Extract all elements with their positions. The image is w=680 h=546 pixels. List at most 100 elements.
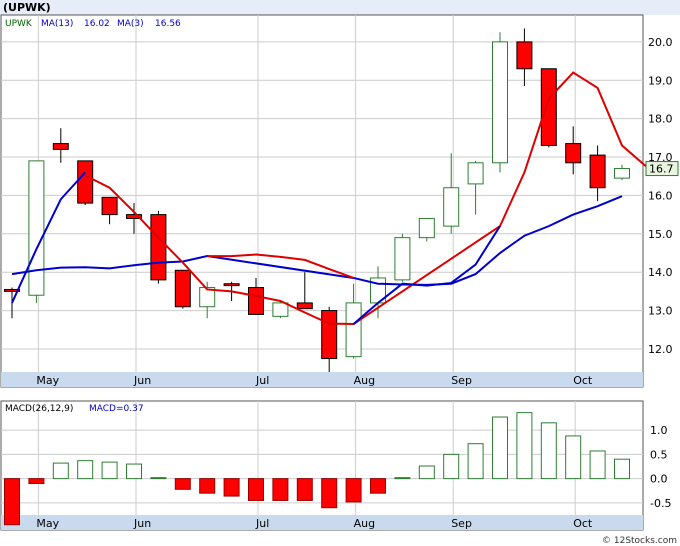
candle-body-down — [126, 214, 142, 219]
candles — [4, 28, 630, 372]
copyright-notice: © 12Stocks.com — [602, 536, 677, 546]
macd-bar-negative — [272, 478, 289, 501]
legend-ma3-value: 16.56 — [155, 19, 181, 29]
candle-body-up — [272, 302, 289, 317]
candle — [345, 283, 362, 359]
macd-bar-negative — [174, 478, 191, 490]
candle-body-down — [150, 214, 167, 281]
macd-bar-positive — [614, 458, 630, 480]
candle — [174, 269, 191, 309]
price-y-tick-label: 13.0 — [648, 305, 673, 318]
candle-body-down — [296, 302, 313, 310]
candle — [443, 153, 460, 234]
candle-body-down — [174, 269, 191, 308]
macd-y-axis: 1.0 0.5 0.0 -0.5 — [650, 424, 671, 510]
macd-bar-positive — [126, 463, 142, 480]
macd-bar-negative — [248, 478, 264, 501]
candle — [565, 126, 582, 175]
candle — [614, 164, 630, 181]
candle-body-down — [248, 287, 264, 315]
macd-bar-negative — [4, 478, 20, 526]
macd-bar-negative — [296, 478, 313, 501]
ma3-line — [84, 71, 672, 326]
candle-body-down — [589, 154, 606, 189]
candle — [467, 160, 484, 215]
macd-x-tick-label: Jun — [133, 517, 151, 530]
ma3-line-rising — [352, 225, 501, 325]
price-y-tick-label: 19.0 — [648, 74, 673, 87]
candle-body-down — [77, 160, 94, 204]
candle — [28, 160, 45, 303]
candle — [492, 32, 508, 173]
price-y-tick-label: 14.0 — [648, 266, 673, 279]
price-xaxis-band — [1, 372, 643, 387]
macd-bar-negative — [28, 478, 45, 484]
candle — [126, 203, 142, 234]
candle — [199, 281, 216, 319]
candle-body-up — [418, 217, 435, 239]
candle-body-up — [467, 162, 484, 185]
macd-bar-positive — [565, 435, 582, 480]
macd-bar-positive — [443, 453, 460, 480]
macd-bar-negative — [223, 478, 240, 497]
macd-bars — [4, 412, 630, 526]
candle-body-down — [101, 196, 118, 216]
candle — [394, 233, 411, 282]
candle — [540, 68, 557, 148]
candle-body-up — [345, 302, 362, 358]
price-y-tick-label: 15.0 — [648, 228, 673, 241]
macd-y-tick-label: 0.0 — [650, 473, 668, 486]
macd-x-tick-label: May — [36, 517, 59, 530]
chart-title: (UPWK) — [3, 1, 51, 14]
macd-x-axis: May Jun Jul Aug Sep Oct — [36, 517, 593, 530]
price-y-tick-label: 18.0 — [648, 113, 673, 126]
price-y-tick-label: 20.0 — [648, 36, 673, 49]
candle-body-up — [394, 237, 411, 281]
macd-y-tick-label: 1.0 — [650, 424, 668, 437]
candle — [52, 128, 69, 163]
price-x-axis: May Jun Jul Aug Sep Oct — [36, 374, 593, 387]
macd-x-tick-label: Oct — [573, 517, 593, 530]
last-price-marker: 16.7 — [645, 161, 679, 177]
price-y-tick-label: 12.0 — [648, 343, 673, 356]
candle-body-down — [516, 41, 533, 70]
last-price-box — [645, 161, 679, 177]
candle — [418, 217, 435, 242]
macd-bar-positive — [589, 450, 606, 480]
candle-body-up — [28, 160, 45, 296]
candle-body-up — [443, 187, 460, 227]
candle-body-up — [199, 287, 216, 308]
macd-bar-negative — [345, 478, 362, 503]
macd-bar-positive — [540, 422, 557, 480]
macd-bar-positive — [150, 477, 167, 480]
candle — [150, 210, 167, 284]
price-y-tick-label: 17.0 — [648, 151, 673, 164]
macd-bar-negative — [321, 478, 338, 509]
legend-ma13-label: MA(13) — [41, 19, 73, 29]
candle-body-down — [565, 143, 582, 164]
price-x-tick-label: Jul — [255, 374, 269, 387]
macd-bar-positive — [394, 477, 411, 480]
candle-body-down — [321, 310, 338, 360]
price-legend: UPWK MA(13) 16.02 MA(3) 16.56 — [5, 19, 181, 29]
candle-body-up — [614, 168, 630, 179]
macd-bar-negative — [199, 478, 216, 494]
candle-body-down — [540, 68, 557, 147]
macd-bar-negative — [370, 478, 386, 494]
price-y-axis: 12.0 13.0 14.0 15.0 16.0 17.0 18.0 19.0 20.0 — [648, 36, 673, 356]
macd-bar-positive — [492, 416, 508, 480]
candle-body-down — [223, 283, 240, 287]
macd-y-tick-label: -0.5 — [650, 497, 671, 510]
macd-bar-positive — [101, 461, 118, 480]
candle — [296, 272, 313, 310]
candle — [589, 145, 606, 202]
macd-bar-positive — [52, 462, 69, 480]
price-x-tick-label: Jun — [133, 374, 151, 387]
legend-ma13-value: 16.02 — [84, 19, 110, 29]
macd-bar-positive — [516, 412, 533, 480]
macd-x-tick-label: Jul — [255, 517, 269, 530]
macd-title: MACD(26,12,9) — [5, 404, 73, 414]
candle — [272, 300, 289, 319]
